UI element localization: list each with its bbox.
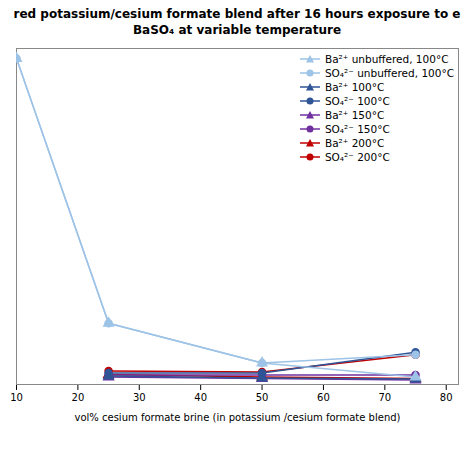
- svg-text:30: 30: [133, 392, 146, 403]
- svg-text:70: 70: [378, 392, 391, 403]
- html-text:Ba²⁺ 100°C: Ba²⁺ 100°C: [324, 81, 385, 93]
- svg-text:10: 10: [10, 392, 23, 403]
- svg-text:60: 60: [317, 392, 330, 403]
- svg-text:50: 50: [256, 392, 269, 403]
- html-text:Ba²⁺ 150°C: Ba²⁺ 150°C: [324, 109, 385, 121]
- html-text:SO₄²⁻ unbuffered, 100°C: SO₄²⁻ unbuffered, 100°C: [324, 67, 454, 79]
- html-text:SO₄²⁻ 100°C: SO₄²⁻ 100°C: [324, 95, 390, 107]
- html-text:SO₄²⁻ 200°C: SO₄²⁻ 200°C: [324, 151, 390, 163]
- svg-text:40: 40: [194, 392, 207, 403]
- html-text:red potassium/cesium formate b: red potassium/cesium formate blend after…: [13, 7, 461, 21]
- svg-text:vol% cesium formate brine (in: vol% cesium formate brine (in potassium …: [75, 412, 401, 423]
- svg-text:80: 80: [440, 392, 453, 403]
- html-text:Ba²⁺ unbuffered, 100°C: Ba²⁺ unbuffered, 100°C: [324, 53, 449, 65]
- svg-text:20: 20: [72, 392, 85, 403]
- html-text:Ba²⁺ 200°C: Ba²⁺ 200°C: [324, 137, 385, 149]
- html-text:BaSO₄ at variable temperature: BaSO₄ at variable temperature: [133, 23, 341, 37]
- html-text:SO₄²⁻ 150°C: SO₄²⁻ 150°C: [324, 123, 390, 135]
